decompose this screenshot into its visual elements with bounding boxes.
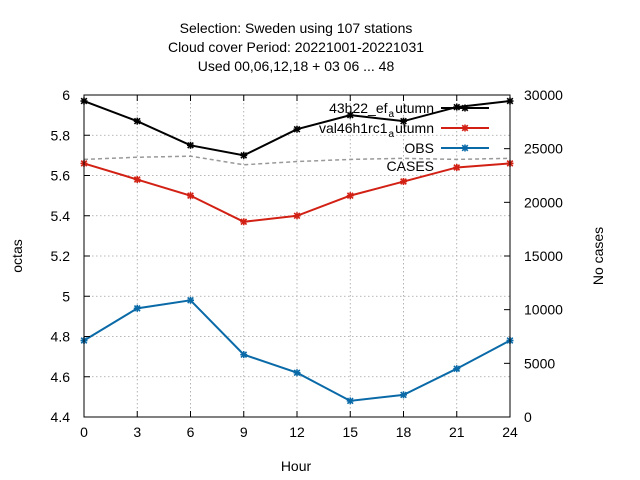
title-line-2: Cloud cover Period: 20221001-20221031: [168, 39, 424, 55]
data-point-1-7: [453, 163, 461, 171]
data-point-0-2: [187, 141, 194, 149]
y-tick-label: 6: [62, 87, 70, 103]
data-point-1-5: [346, 192, 354, 200]
data-point-0-1: [133, 117, 141, 125]
legend-marker-0: [461, 104, 469, 112]
x-axis-label: Hour: [281, 458, 312, 474]
x-tick-label: 24: [502, 424, 518, 440]
data-point-0-3: [240, 151, 248, 159]
data-point-2-5: [346, 397, 354, 405]
y2-tick-label: 30000: [524, 87, 563, 103]
y2-tick-label: 20000: [524, 194, 563, 210]
x-tick-label: 9: [240, 424, 248, 440]
legend-marker-1: [461, 124, 469, 132]
data-point-2-2: [187, 296, 194, 304]
y-tick-label: 4.8: [51, 329, 71, 345]
y2-axis-label: No cases: [590, 227, 606, 285]
y-tick-label: 4.6: [51, 369, 71, 385]
y-tick-label: 4.4: [51, 409, 71, 425]
data-point-2-1: [133, 304, 141, 312]
x-tick-label: 0: [80, 424, 88, 440]
data-point-1-3: [240, 218, 248, 226]
data-point-0-4: [293, 125, 301, 133]
y-tick-label: 5.2: [51, 248, 71, 264]
x-tick-label: 3: [133, 424, 141, 440]
data-point-0-6: [400, 117, 407, 125]
series-line-3: [83, 155, 511, 166]
y-tick-label: 5.4: [51, 208, 71, 224]
data-point-1-6: [400, 178, 407, 186]
data-point-1-1: [133, 176, 141, 184]
y2-tick-label: 15000: [524, 248, 563, 264]
legend-label-3: CASES: [387, 158, 434, 174]
y-tick-label: 5.6: [51, 168, 71, 184]
y2-tick-label: 0: [524, 409, 532, 425]
x-tick-label: 21: [449, 424, 465, 440]
axes: 0 3 6 9 12 15 18 21 24 4.4 4.6 4.8 5 5.2 5.4 5.6 5.8 6 0 50…: [51, 87, 564, 440]
y2-tick-label: 25000: [524, 141, 563, 157]
data-point-2-6: [400, 391, 407, 399]
legend-label-0: 43h22_efautumn: [329, 100, 434, 120]
data-point-2-3: [240, 351, 248, 359]
grid-lines: [83, 94, 511, 418]
legend-marker-2: [461, 144, 469, 152]
data-point-2-4: [293, 369, 301, 377]
data-point-2-7: [453, 365, 461, 373]
y2-tick-label: 10000: [524, 302, 563, 318]
x-tick-label: 15: [342, 424, 358, 440]
title-line-3: Used 00,06,12,18 + 03 06 ... 48: [198, 58, 395, 74]
y-tick-label: 5: [62, 288, 70, 304]
chart-title: Selection: Sweden using 107 stations Clo…: [168, 20, 424, 74]
x-tick-label: 6: [187, 424, 195, 440]
data-point-0-5: [346, 111, 354, 119]
data-point-1-2: [187, 192, 194, 200]
legend-label-2: OBS: [404, 140, 434, 156]
data-point-1-4: [293, 212, 301, 220]
legend-label-1: val46h1rc1autumn: [319, 120, 434, 140]
y-tick-label: 5.8: [51, 127, 71, 143]
y-axis-label: octas: [9, 239, 25, 272]
x-tick-label: 18: [396, 424, 412, 440]
title-line-1: Selection: Sweden using 107 stations: [180, 20, 413, 36]
x-tick-label: 12: [289, 424, 305, 440]
y2-tick-label: 5000: [524, 355, 555, 371]
